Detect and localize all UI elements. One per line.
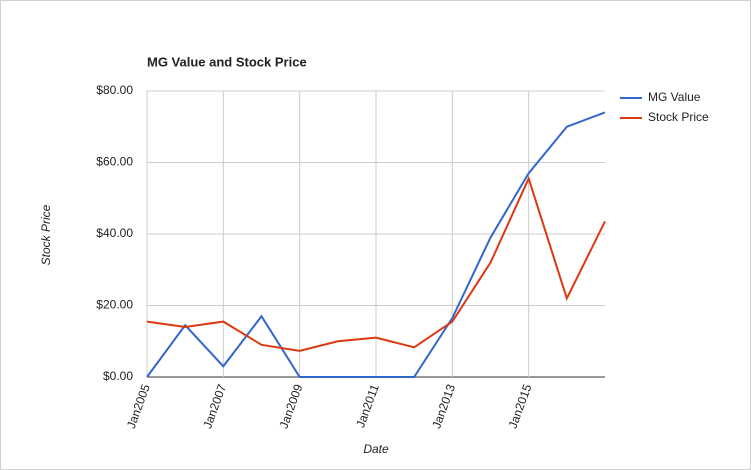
y-tick-label: $60.00 [96,155,133,169]
y-tick-label: $0.00 [103,369,133,383]
series-line [146,111,606,378]
y-axis-title: Stock Price [39,204,53,265]
legend-label: Stock Price [648,110,709,124]
chart-title: MG Value and Stock Price [147,54,307,69]
y-tick-label: $80.00 [96,83,133,97]
x-axis-title: Date [363,442,389,456]
y-tick-label: $20.00 [96,298,133,312]
legend-label: MG Value [648,90,701,104]
y-tick-label: $40.00 [96,226,133,240]
series-line [146,175,606,352]
